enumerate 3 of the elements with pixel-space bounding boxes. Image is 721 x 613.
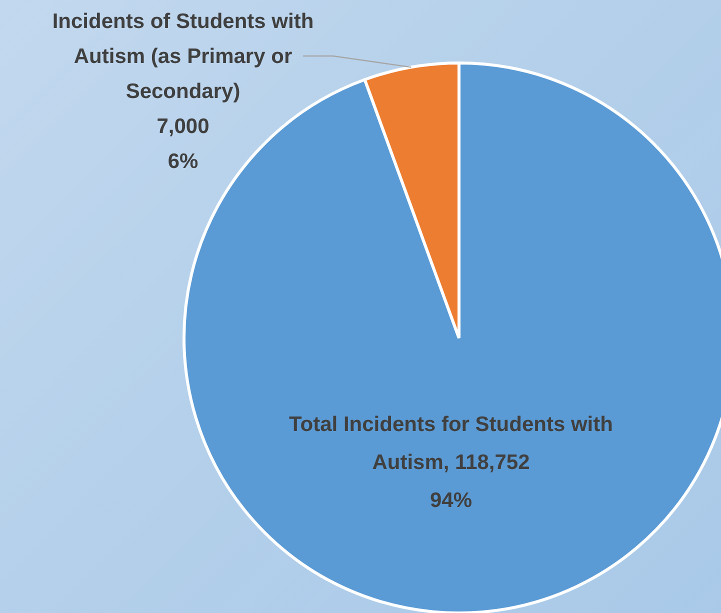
slice-label: Incidents of Students with Autism (as Primary or Secondary)	[52, 10, 314, 103]
slice-label: Total Incidents for Students with Autism, 118,752 94%	[289, 413, 613, 512]
data-label: 7,000 6%	[156, 115, 210, 173]
